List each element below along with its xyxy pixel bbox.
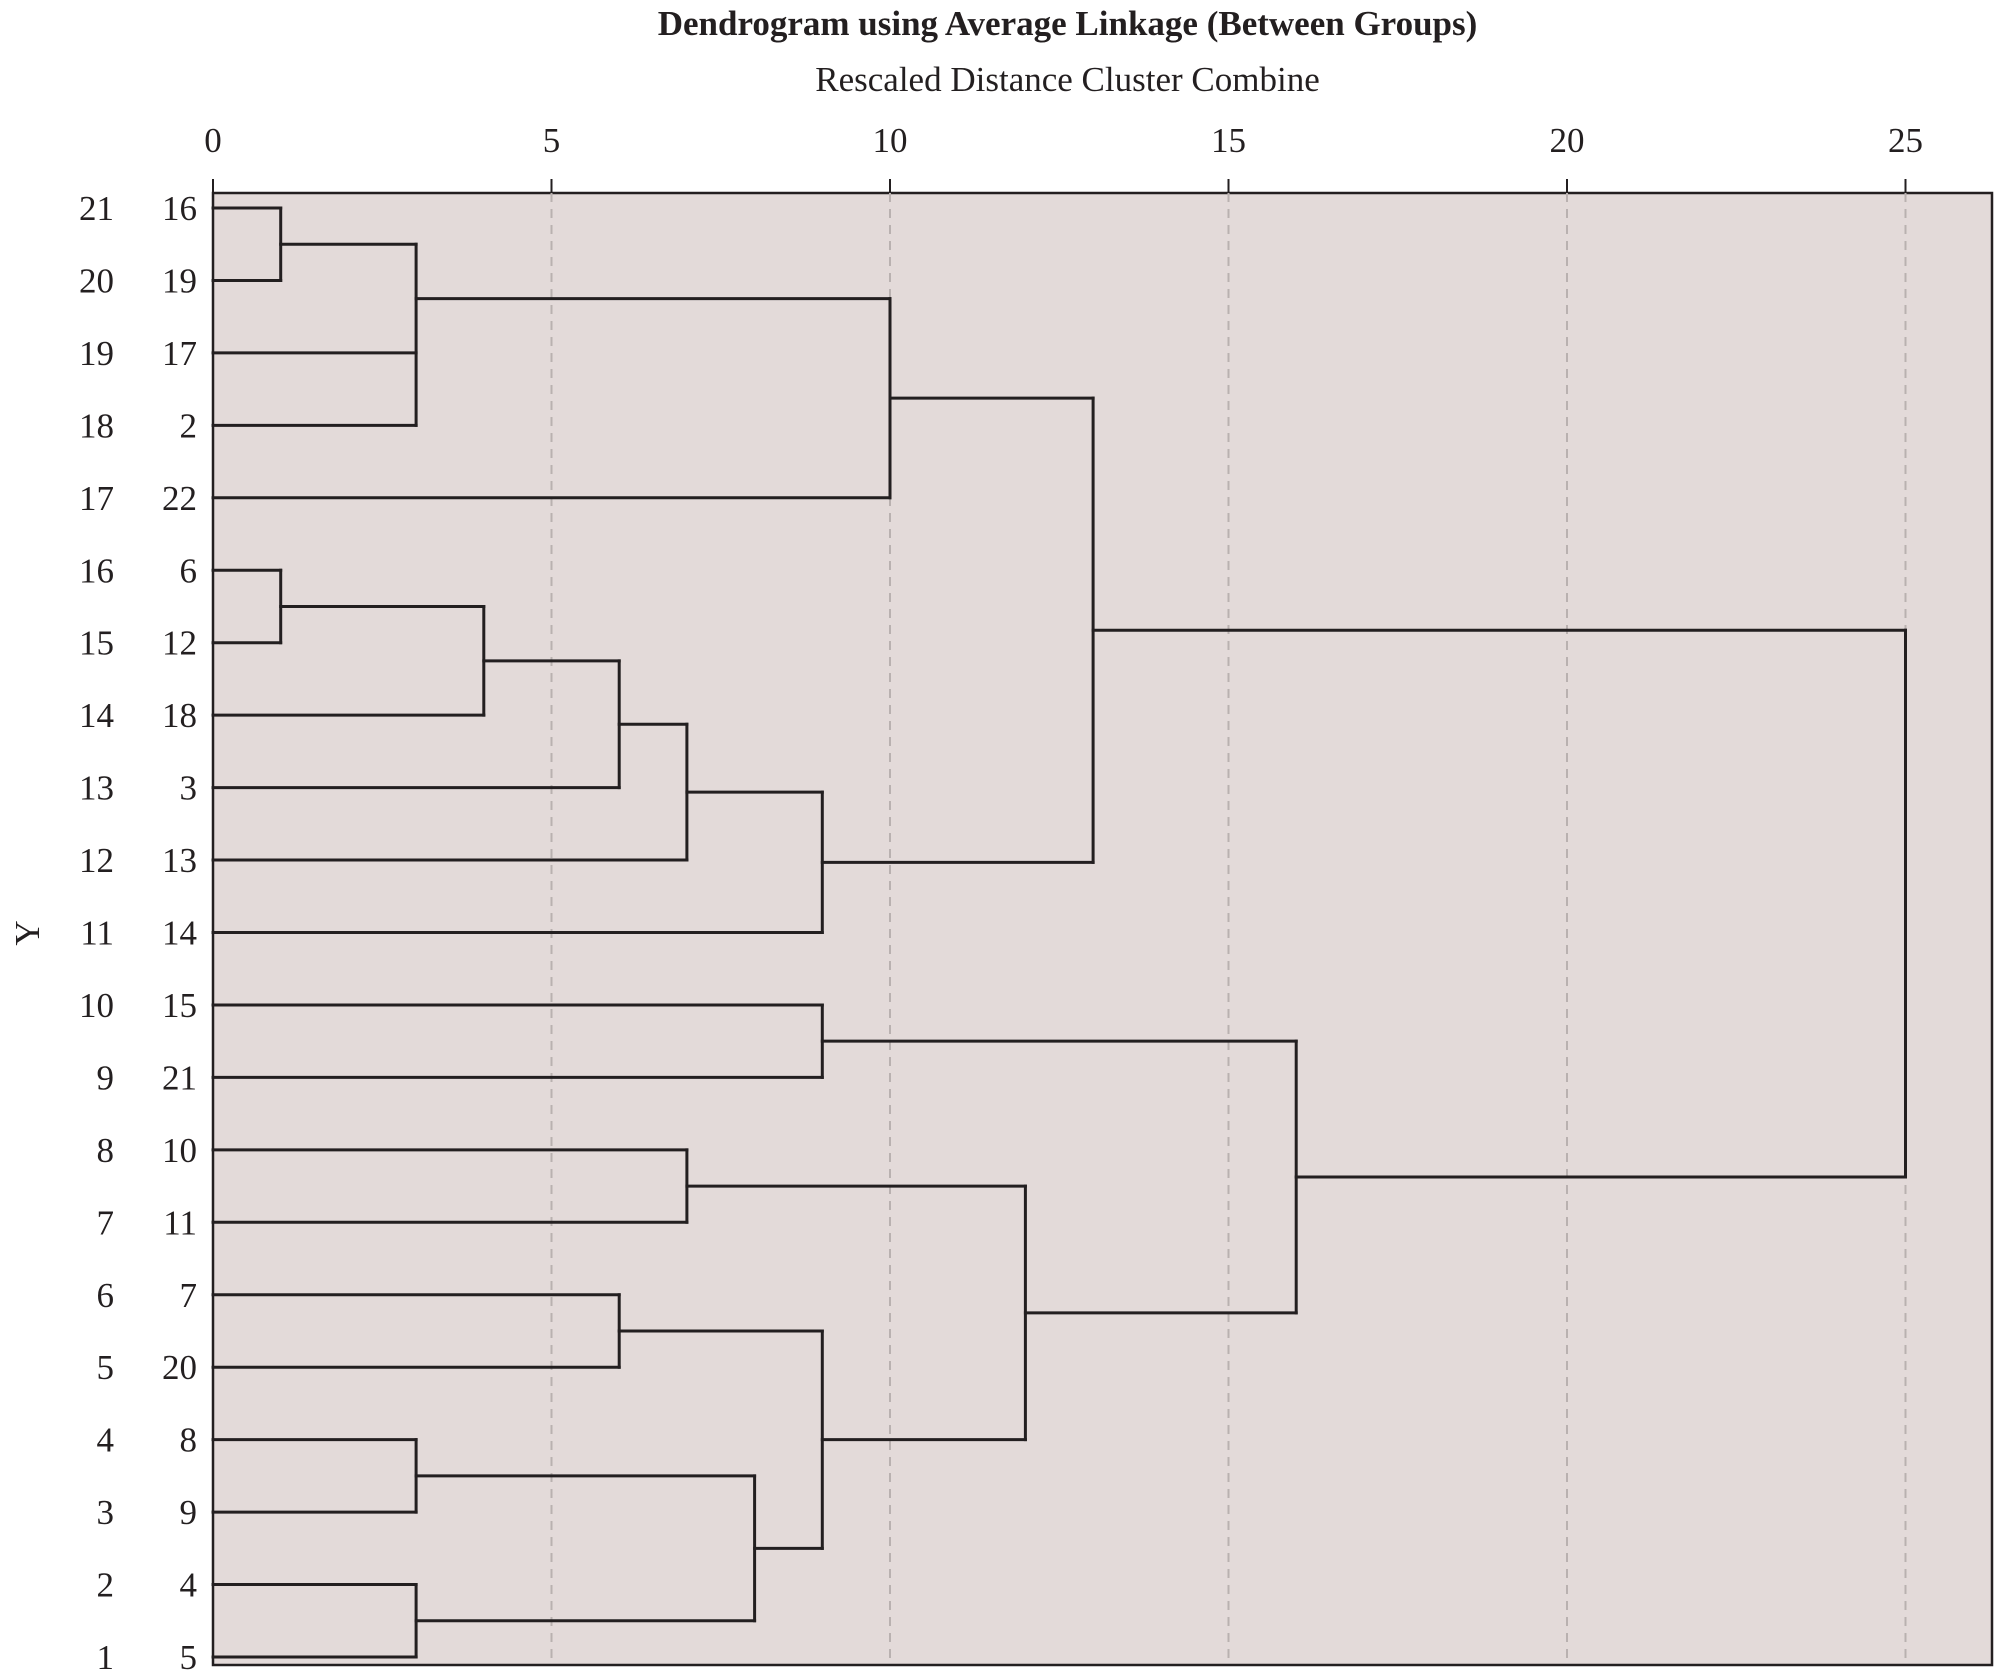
leaf-case-label: 19: [162, 261, 197, 300]
x-tick-label: 10: [873, 121, 908, 160]
leaf-row-label: 18: [79, 406, 114, 445]
leaf-case-label: 13: [162, 841, 197, 880]
leaf-row-label: 3: [97, 1493, 115, 1532]
leaf-case-label: 15: [162, 986, 197, 1025]
leaf-case-label: 3: [180, 769, 198, 808]
leaf-row-label: 14: [79, 696, 114, 735]
leaf-row-label: 19: [79, 334, 114, 373]
leaf-row-label: 17: [79, 479, 114, 518]
leaf-case-label: 5: [180, 1638, 198, 1677]
leaf-row-label: 12: [79, 841, 114, 880]
leaf-row-label: 6: [97, 1276, 115, 1315]
leaf-row-label: 7: [97, 1203, 115, 1242]
dendrogram-links: [211, 206, 1907, 1659]
leaf-row-label: 1: [97, 1638, 115, 1677]
chart-title: Dendrogram using Average Linkage (Betwee…: [657, 4, 1478, 43]
x-tick-label: 15: [1211, 121, 1246, 160]
leaf-case-label: 12: [162, 624, 197, 663]
leaf-case-label: 16: [162, 189, 197, 228]
leaf-row-label: 20: [79, 261, 114, 300]
x-tick-label: 20: [1550, 121, 1585, 160]
leaf-row-label: 5: [97, 1348, 115, 1387]
chart-subtitle: Rescaled Distance Cluster Combine: [815, 60, 1320, 99]
leaf-row-label: 15: [79, 624, 114, 663]
x-tick-label: 5: [543, 121, 561, 160]
leaf-case-label: 7: [180, 1276, 198, 1315]
leaf-row-label: 10: [79, 986, 114, 1025]
x-tick-label: 25: [1888, 121, 1923, 160]
leaf-row-label: 4: [97, 1421, 115, 1460]
leaf-case-label: 8: [180, 1421, 198, 1460]
leaf-case-label: 18: [162, 696, 197, 735]
plot-area: [211, 191, 1994, 1667]
y-axis-label: Y: [8, 920, 47, 945]
leaf-row-label: 9: [97, 1058, 115, 1097]
x-tick-label: 0: [204, 121, 222, 160]
leaf-row-label: 21: [79, 189, 114, 228]
leaf-case-label: 10: [162, 1131, 197, 1170]
x-axis-ticks: 0 5 10 15 20 25: [204, 121, 1923, 193]
leaf-case-label: 4: [180, 1566, 198, 1605]
leaf-row-label: 8: [97, 1131, 115, 1170]
leaf-row-label: 13: [79, 769, 114, 808]
leaf-row-label: 16: [79, 551, 114, 590]
leaf-case-label: 21: [162, 1058, 197, 1097]
leaf-case-label: 20: [162, 1348, 197, 1387]
leaf-case-label: 14: [162, 914, 197, 953]
leaf-case-label: 2: [180, 406, 198, 445]
leaf-case-label: 6: [180, 551, 198, 590]
leaf-case-label: 9: [180, 1493, 198, 1532]
leaf-row-label: 11: [80, 914, 114, 953]
leaf-case-label: 17: [162, 334, 197, 373]
leaf-case-label: 22: [162, 479, 197, 518]
leaf-case-label: 11: [163, 1203, 197, 1242]
leaf-row-label: 2: [97, 1566, 115, 1605]
